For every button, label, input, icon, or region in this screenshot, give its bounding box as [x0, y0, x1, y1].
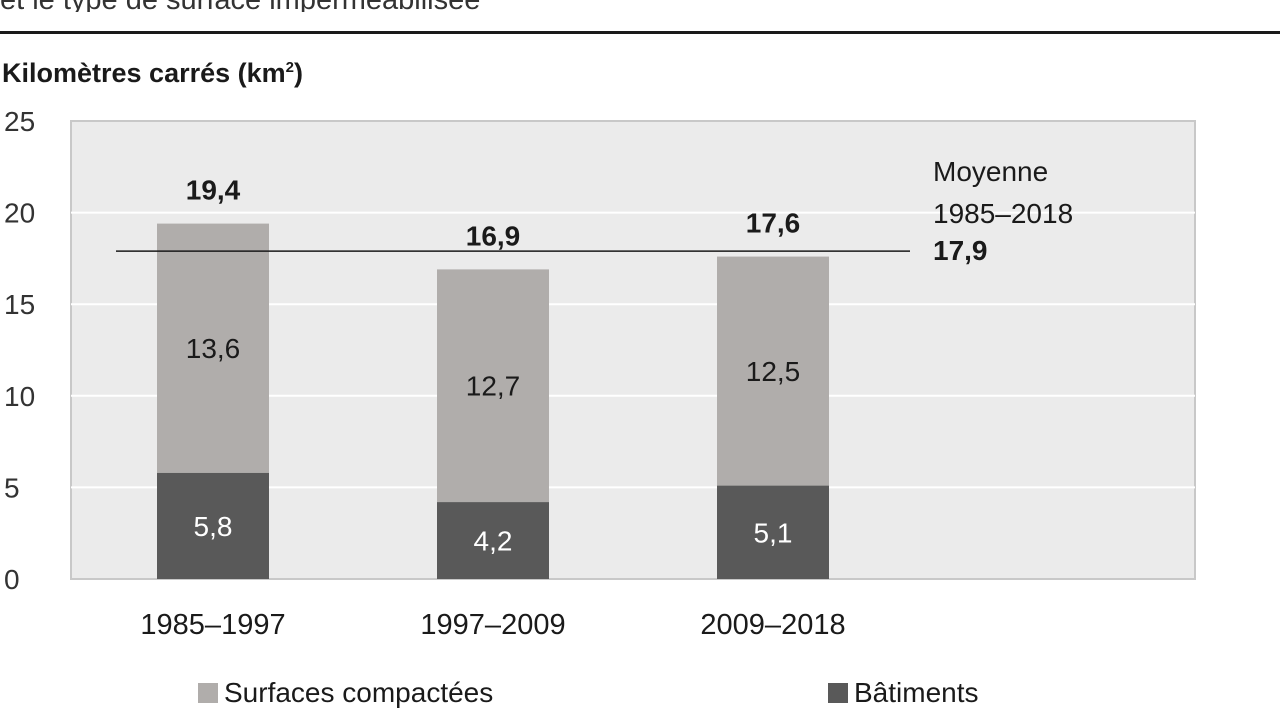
y-tick-label: 20 — [4, 198, 35, 229]
legend-label-batiments: Bâtiments — [854, 677, 979, 708]
legend-swatch-batiments — [828, 683, 848, 703]
bar-segment-surfaces — [437, 269, 549, 503]
bar-segment-batiments — [437, 502, 549, 579]
mean-value-label: 17,9 — [933, 235, 988, 266]
data-label: 5,1 — [754, 517, 793, 548]
y-axis-unit-label: Kilomètres carrés (km2) — [2, 58, 303, 88]
x-tick-label: 1997–2009 — [420, 609, 565, 641]
data-label: 5,8 — [194, 511, 233, 542]
data-label: 13,6 — [186, 333, 241, 364]
mean-label-line2: 1985–2018 — [933, 198, 1073, 229]
bar-segment-batiments — [717, 485, 829, 579]
y-tick-label: 25 — [4, 106, 35, 137]
legend-item-batiments: Bâtiments — [828, 676, 979, 710]
data-label: 4,2 — [474, 526, 513, 557]
chart-subtitle: et le type de surface imperméabilisée — [0, 0, 1280, 12]
x-tick-label: 1985–1997 — [140, 609, 285, 641]
legend-item-surfaces: Surfaces compactées — [198, 676, 493, 710]
y-tick-label: 10 — [4, 381, 35, 412]
legend-swatch-surfaces — [198, 683, 218, 703]
header-rule — [0, 31, 1280, 34]
data-label: 12,5 — [746, 356, 801, 387]
bar-segment-surfaces — [717, 256, 829, 486]
bar-segment-batiments — [157, 472, 269, 579]
y-tick-label: 15 — [4, 289, 35, 320]
y-tick-label: 5 — [4, 472, 20, 503]
y-tick-label: 0 — [4, 564, 20, 595]
mean-label-line1: Moyenne — [933, 156, 1048, 187]
total-label: 17,6 — [746, 208, 801, 239]
x-tick-label: 2009–2018 — [700, 609, 845, 641]
bar-segment-surfaces — [157, 223, 269, 473]
stacked-bar-chart: 0 5 10 15 20 25 5,8 13,6 19,4 1985–1997 4,2 12,7 16,… — [4, 106, 1196, 641]
total-label: 19,4 — [186, 175, 241, 206]
legend-label-surfaces: Surfaces compactées — [224, 677, 494, 708]
data-label: 12,7 — [466, 371, 521, 402]
total-label: 16,9 — [466, 220, 521, 251]
